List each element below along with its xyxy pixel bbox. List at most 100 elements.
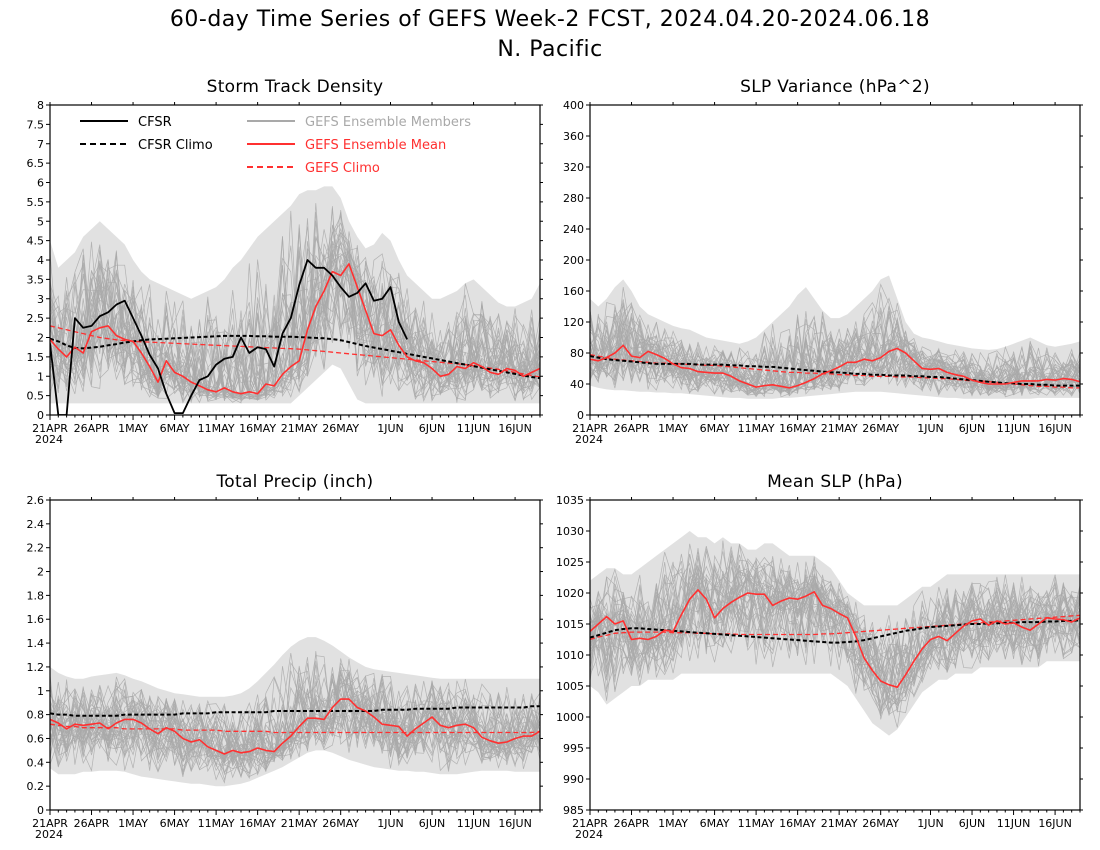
y-tick-label: 200: [563, 254, 584, 267]
x-tick-label: 16MAY: [779, 817, 816, 830]
series-line-cfsr: [50, 259, 408, 415]
plot-area: [590, 531, 1080, 736]
x-tick-label: 21APR: [32, 422, 68, 435]
ensemble-member-line: [50, 212, 540, 399]
x-tick-label: 21APR: [32, 817, 68, 830]
ensemble-member-line: [590, 556, 1080, 690]
x-tick-label: 1JUN: [917, 422, 944, 435]
x-tick-label: 1MAY: [658, 817, 688, 830]
series-line-cfsr-climo: [590, 355, 1080, 387]
x-tick-label: 26APR: [74, 817, 110, 830]
y-tick-label: 0.2: [27, 780, 45, 793]
figure-subtitle: N. Pacific: [497, 37, 602, 62]
y-tick-label: 1.4: [27, 637, 45, 650]
y-tick-label: 360: [563, 130, 584, 143]
ensemble-member-line: [590, 546, 1080, 710]
y-tick-label: 6.5: [27, 157, 45, 170]
panel-total-precip: Total Precip (inch) 0 0.2 0.4 0.6 0.8 1 1.2 1.4…: [27, 472, 543, 841]
y-tick-label: 2.4: [27, 518, 45, 531]
y-tick-label: 400: [563, 99, 584, 112]
y-tick-label: 2.2: [27, 542, 45, 555]
y-tick-label: 0: [37, 409, 44, 422]
y-tick-label: 280: [563, 192, 584, 205]
ensemble-member-line: [590, 565, 1080, 728]
x-tick-label: 21MAY: [821, 817, 858, 830]
ensemble-member-line: [590, 558, 1080, 720]
series-line-mean: [50, 698, 540, 755]
x-tick-label: 1JUN: [377, 422, 404, 435]
x-tick-label: 11MAY: [738, 817, 775, 830]
ensemble-member-line: [50, 206, 540, 399]
x-tick-label: 16JUN: [498, 817, 532, 830]
x-tick-label: 11MAY: [198, 817, 235, 830]
figure-title: 60-day Time Series of GEFS Week-2 FCST, …: [170, 7, 930, 32]
legend-label-mean: GEFS Ensemble Mean: [305, 138, 446, 153]
y-tick-label: 4: [37, 254, 44, 267]
y-tick-label: 240: [563, 223, 584, 236]
y-tick-label: 4.5: [27, 235, 45, 248]
ensemble-member-line: [590, 554, 1080, 714]
x-year-label: 2024: [35, 828, 63, 841]
x-tick-label: 21MAY: [281, 422, 318, 435]
x-year-label: 2024: [575, 433, 603, 446]
x-tick-label: 6JUN: [419, 817, 446, 830]
panel-title: SLP Variance (hPa^2): [740, 77, 930, 97]
ensemble-member-line: [50, 277, 540, 404]
x-tick-label: 26APR: [614, 817, 650, 830]
panel-slp-variance: SLP Variance (hPa^2) 0 40 80 120 160 200 240 28…: [563, 77, 1083, 446]
y-tick-label: 1.6: [27, 613, 45, 626]
x-tick-label: 1JUN: [917, 817, 944, 830]
x-tick-label: 6MAY: [160, 422, 190, 435]
series-line-cfsr-climo: [50, 705, 540, 717]
y-tick-label: 1020: [556, 587, 584, 600]
x-tick-label: 6MAY: [700, 422, 730, 435]
x-tick-label: 1JUN: [377, 817, 404, 830]
ensemble-member-line: [590, 318, 1080, 394]
y-tick-label: 7.5: [27, 118, 45, 131]
y-tick-label: 160: [563, 285, 584, 298]
plot-area: [590, 275, 1080, 399]
x-tick-label: 21MAY: [821, 422, 858, 435]
x-tick-label: 26APR: [74, 422, 110, 435]
panel-mean-slp: Mean SLP (hPa) 985 990 995 1000 1005 1010 1015…: [556, 472, 1083, 841]
ensemble-member-line: [590, 317, 1080, 396]
y-tick-label: 985: [563, 804, 584, 817]
y-tick-label: 5: [37, 215, 44, 228]
x-tick-label: 6JUN: [959, 422, 986, 435]
ensemble-member-line: [590, 323, 1080, 397]
plot-area: [50, 186, 540, 415]
y-tick-label: 0: [577, 409, 584, 422]
series-line-mean: [590, 344, 1080, 389]
x-tick-label: 11JUN: [457, 817, 491, 830]
x-tick-label: 16JUN: [1038, 422, 1072, 435]
y-tick-label: 1005: [556, 680, 584, 693]
ensemble-member-line: [50, 689, 540, 777]
x-tick-label: 16MAY: [239, 817, 276, 830]
y-tick-label: 0.8: [27, 709, 45, 722]
ensemble-member-line: [50, 203, 540, 404]
ensemble-member-line: [50, 651, 540, 775]
x-tick-label: 16JUN: [1038, 817, 1072, 830]
y-tick-label: 40: [570, 378, 584, 391]
x-tick-label: 26MAY: [322, 422, 359, 435]
series-line-mean: [590, 589, 1080, 688]
x-tick-label: 11JUN: [997, 817, 1031, 830]
y-tick-label: 120: [563, 316, 584, 329]
x-tick-label: 26MAY: [322, 817, 359, 830]
y-tick-label: 2.6: [27, 494, 45, 507]
y-tick-label: 0: [37, 804, 44, 817]
x-year-label: 2024: [35, 433, 63, 446]
y-tick-label: 0.4: [27, 756, 45, 769]
y-tick-label: 3.5: [27, 273, 45, 286]
y-tick-label: 1010: [556, 649, 584, 662]
y-tick-label: 2: [37, 566, 44, 579]
plot-frame: [49, 499, 541, 811]
legend-label-members: GEFS Ensemble Members: [305, 115, 471, 130]
series-line-mean: [50, 263, 540, 395]
series-line-cfsr-climo: [50, 334, 540, 380]
x-tick-label: 1MAY: [658, 422, 688, 435]
x-tick-label: 6MAY: [160, 817, 190, 830]
y-tick-label: 990: [563, 773, 584, 786]
y-tick-label: 1: [37, 370, 44, 383]
